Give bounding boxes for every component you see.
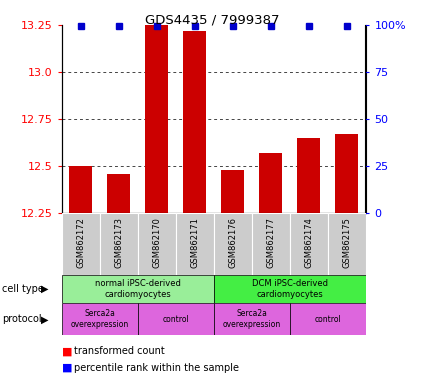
- Text: ■: ■: [62, 346, 72, 356]
- Bar: [107, 174, 130, 213]
- Text: GSM862173: GSM862173: [114, 217, 123, 268]
- Text: transformed count: transformed count: [74, 346, 165, 356]
- Text: GSM862175: GSM862175: [342, 217, 351, 268]
- Bar: [145, 25, 168, 213]
- Text: ■: ■: [62, 363, 72, 373]
- Text: GSM862170: GSM862170: [152, 217, 161, 268]
- Text: GSM862174: GSM862174: [304, 217, 313, 268]
- Text: GSM862176: GSM862176: [228, 217, 237, 268]
- Text: control: control: [314, 314, 341, 324]
- Text: ▶: ▶: [41, 314, 48, 324]
- Bar: [289, 213, 328, 275]
- Bar: [259, 153, 282, 213]
- Bar: [62, 303, 138, 335]
- Bar: [138, 303, 213, 335]
- Text: GDS4435 / 7999387: GDS4435 / 7999387: [145, 13, 280, 26]
- Text: percentile rank within the sample: percentile rank within the sample: [74, 363, 239, 373]
- Bar: [183, 31, 206, 213]
- Bar: [289, 303, 366, 335]
- Text: GSM862171: GSM862171: [190, 217, 199, 268]
- Text: normal iPSC-derived
cardiomyocytes: normal iPSC-derived cardiomyocytes: [95, 279, 181, 299]
- Bar: [213, 303, 289, 335]
- Text: control: control: [162, 314, 189, 324]
- Bar: [62, 275, 213, 303]
- Bar: [176, 213, 213, 275]
- Bar: [328, 213, 366, 275]
- Text: protocol: protocol: [2, 314, 42, 324]
- Text: DCM iPSC-derived
cardiomyocytes: DCM iPSC-derived cardiomyocytes: [252, 279, 328, 299]
- Text: Serca2a
overexpression: Serca2a overexpression: [71, 310, 129, 329]
- Bar: [62, 213, 99, 275]
- Text: GSM862172: GSM862172: [76, 217, 85, 268]
- Bar: [69, 166, 92, 213]
- Bar: [221, 170, 244, 213]
- Bar: [297, 138, 320, 213]
- Text: Serca2a
overexpression: Serca2a overexpression: [222, 310, 280, 329]
- Bar: [213, 275, 366, 303]
- Bar: [335, 134, 358, 213]
- Bar: [99, 213, 138, 275]
- Bar: [252, 213, 289, 275]
- Bar: [138, 213, 176, 275]
- Text: cell type: cell type: [2, 284, 44, 294]
- Text: ▶: ▶: [41, 284, 48, 294]
- Text: GSM862177: GSM862177: [266, 217, 275, 268]
- Bar: [213, 213, 252, 275]
